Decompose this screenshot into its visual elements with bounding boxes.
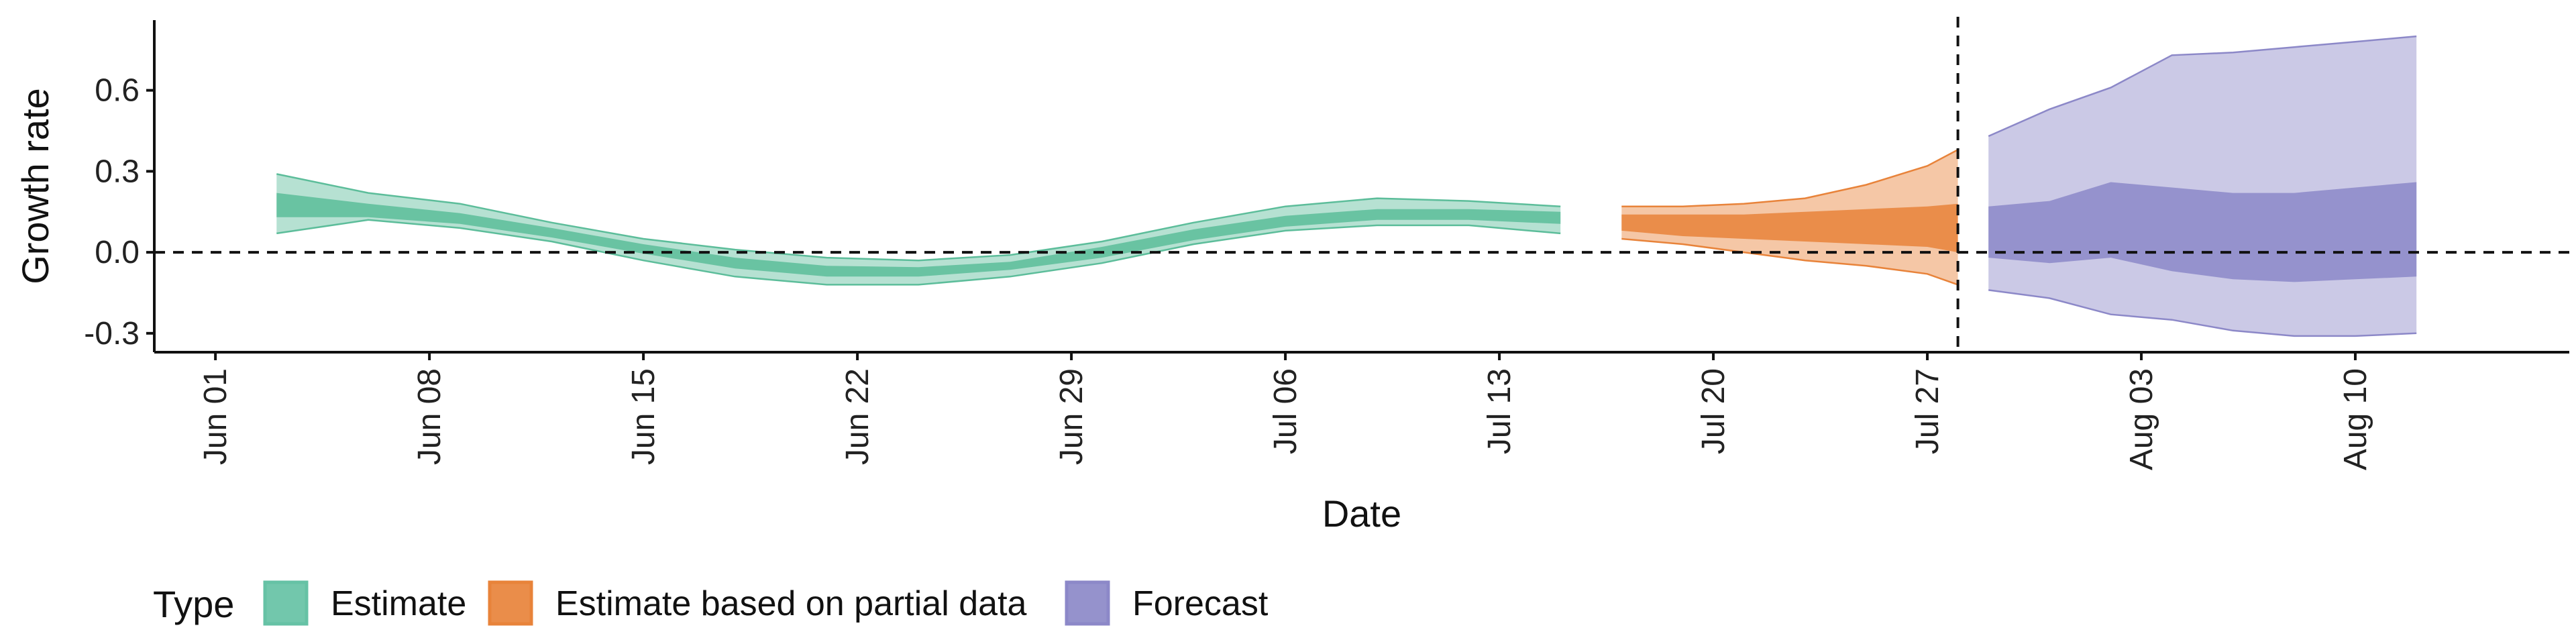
series-1: [1621, 149, 1959, 286]
x-tick-label: Jun 15: [626, 368, 661, 465]
x-tick-label: Jun 08: [412, 368, 447, 465]
series-0: [276, 173, 1561, 286]
series-0-lower-edge: [276, 219, 1561, 286]
legend-label-2: Forecast: [1132, 584, 1269, 623]
series-2-band-90: [1988, 36, 2417, 336]
y-tick-label: -0.3: [84, 316, 140, 352]
x-tick-label: Aug 03: [2124, 368, 2159, 470]
series-2-lower-edge: [1988, 289, 2417, 337]
x-tick-label: Jun 29: [1054, 368, 1089, 465]
axes: [153, 20, 2569, 354]
reference-lines: [154, 17, 2569, 352]
y-ticks: 0.6 0.3 0.0 -0.3: [84, 73, 154, 352]
series-2-band-50: [1988, 182, 2417, 282]
y-tick-label: 0.0: [95, 235, 140, 270]
series-2-upper-edge: [1988, 35, 2417, 138]
series-2: [1988, 35, 2417, 337]
x-ticks: Jun 01 Jun 08 Jun 15 Jun 22 Jun 29 Jul 06 Jul …: [198, 352, 2373, 470]
legend-label-0: Estimate: [331, 584, 466, 623]
y-axis-title: Growth rate: [14, 88, 56, 284]
series-1-lower-edge: [1621, 237, 1959, 286]
legend-swatch-0: [263, 580, 309, 626]
series-0-upper-edge: [276, 173, 1561, 262]
y-tick-label: 0.3: [95, 154, 140, 189]
legend-swatch-2: [1065, 580, 1110, 626]
series-0-band-50: [276, 193, 1561, 277]
x-tick-label: Jun 01: [198, 368, 233, 465]
series-1-band-50: [1621, 203, 1958, 253]
legend-title: Type: [153, 583, 234, 625]
x-tick-label: Jul 27: [1910, 368, 1945, 454]
legend-swatch-1: [488, 580, 533, 626]
x-tick-label: Jul 06: [1268, 368, 1303, 454]
bands-layer: [276, 35, 2417, 337]
legend-label-1: Estimate based on partial data: [555, 584, 1027, 623]
x-tick-label: Jun 22: [840, 368, 875, 465]
series-1-upper-edge: [1621, 149, 1959, 207]
legend: Type Estimate Estimate based on partial d…: [153, 580, 1269, 626]
x-tick-label: Aug 10: [2338, 368, 2373, 470]
x-tick-label: Jul 13: [1482, 368, 1517, 454]
x-tick-label: Jul 20: [1696, 368, 1731, 454]
x-axis-title: Date: [1322, 492, 1401, 535]
y-tick-label: 0.6: [95, 73, 140, 109]
